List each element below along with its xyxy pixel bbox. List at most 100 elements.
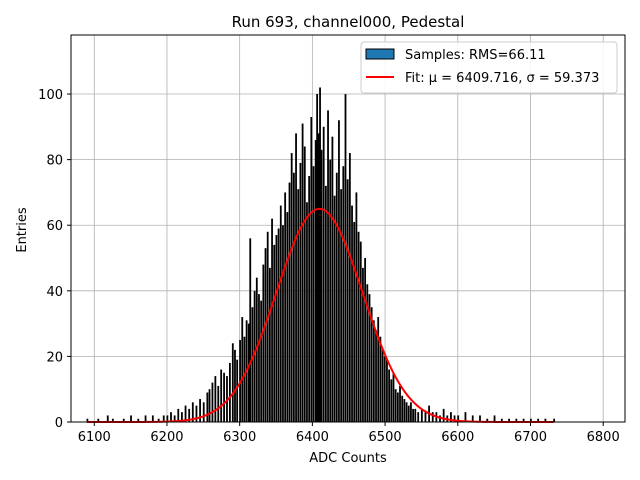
histogram-bar [324, 185, 327, 422]
histogram-bar [191, 402, 194, 422]
histogram-bar [355, 192, 358, 422]
histogram-bar [322, 126, 325, 422]
histogram-bar [366, 284, 369, 422]
histogram-bar [86, 418, 89, 422]
x-tick-label: 6300 [223, 430, 256, 445]
histogram-bar [106, 415, 109, 422]
histogram-bar [288, 182, 291, 422]
histogram-bar [401, 395, 404, 422]
histogram-bar [386, 359, 388, 422]
histogram-bar [316, 94, 319, 422]
histogram-bar [329, 159, 332, 422]
histogram-bar [151, 415, 154, 422]
histogram-bar [431, 412, 434, 422]
histogram-bar [247, 323, 250, 422]
x-axis-label: ADC Counts [309, 451, 387, 466]
histogram-bar [340, 189, 343, 422]
histogram-bar [264, 248, 267, 422]
histogram-bar [260, 300, 263, 422]
histogram-bar [249, 238, 252, 422]
x-tick-label: 6100 [78, 430, 111, 445]
histogram-bar [399, 385, 401, 422]
histogram-bar [320, 149, 323, 422]
histogram-bar [253, 290, 256, 422]
histogram-bar [379, 336, 382, 422]
histogram-bar [122, 418, 125, 422]
histogram-bar [199, 399, 201, 422]
legend-samples-label: Samples: RMS=66.11 [405, 48, 546, 63]
histogram-bar [375, 330, 377, 422]
histogram-bar [206, 392, 209, 422]
histogram-bar [493, 415, 496, 422]
y-tick-label: 40 [46, 285, 63, 300]
legend: Samples: RMS=66.11 Fit: μ = 6409.716, σ … [360, 41, 618, 94]
histogram-bar [424, 412, 427, 422]
histogram-bar [381, 349, 384, 422]
histogram-bar [453, 415, 456, 422]
histogram-bar [279, 205, 282, 422]
histogram-bar [368, 294, 371, 422]
x-axis-ticks: 6100 6200 6300 6400 6500 6600 6700 6800 [78, 422, 620, 445]
histogram-bar [351, 205, 353, 422]
histogram-bar [173, 415, 176, 422]
histogram-bar [405, 402, 408, 422]
histogram-bar [464, 412, 467, 422]
histogram-bar [188, 408, 191, 422]
histogram-bar [377, 317, 380, 422]
histogram-bar [396, 392, 399, 422]
histogram-bar [392, 372, 395, 422]
histogram-bar [236, 359, 239, 422]
histogram-bar [306, 202, 308, 422]
histogram-bar [338, 120, 340, 423]
histogram-bar [295, 133, 297, 422]
x-tick-label: 6200 [150, 430, 183, 445]
histogram-bar [403, 399, 406, 422]
histogram-bar [335, 172, 338, 422]
y-tick-label: 20 [46, 350, 63, 365]
histogram-bar [412, 408, 415, 422]
histogram-bar [529, 418, 532, 422]
histogram-bar [388, 369, 391, 422]
x-tick-label: 6600 [441, 430, 474, 445]
y-tick-label: 0 [55, 416, 63, 431]
histogram-bar [319, 87, 321, 422]
histogram-bar [273, 244, 276, 422]
histogram-bar [420, 408, 423, 422]
histogram-bar [394, 389, 397, 422]
x-tick-label: 6700 [514, 430, 547, 445]
y-tick-label: 80 [46, 154, 63, 169]
x-tick-label: 6400 [296, 430, 329, 445]
histogram-bar [234, 349, 236, 422]
histogram-bar [284, 192, 287, 422]
histogram-bar [214, 376, 217, 422]
histogram-bar [314, 139, 317, 422]
histogram-bar [471, 415, 474, 422]
legend-fit-label: Fit: μ = 6409.716, σ = 59.373 [405, 71, 599, 86]
x-tick-label: 6500 [369, 430, 402, 445]
histogram-bar [312, 166, 315, 422]
histogram-bar [297, 189, 300, 422]
histogram-bar [500, 418, 503, 422]
histogram-bar [181, 412, 183, 422]
histogram-bar [268, 267, 271, 422]
histogram-bar [184, 405, 187, 422]
histogram-bar [241, 317, 244, 422]
histogram-bar [364, 258, 367, 422]
histogram-bar [97, 418, 100, 422]
histogram-bar [486, 418, 489, 422]
histogram-bar [266, 231, 269, 422]
histogram-bar [111, 418, 114, 422]
histogram-bar [290, 153, 293, 422]
histogram-bar [308, 176, 311, 422]
histogram-bar [417, 412, 420, 422]
y-axis-label: Entries [15, 207, 30, 253]
histogram-bar [177, 408, 180, 422]
histogram-bar [228, 362, 231, 422]
histogram-bar [277, 228, 280, 422]
histogram-bar [130, 415, 132, 422]
histogram-bar [370, 307, 373, 422]
histogram-bar [317, 133, 320, 422]
plot-frame [70, 34, 626, 423]
histogram-bar [344, 94, 347, 422]
histogram-bar [479, 415, 481, 422]
